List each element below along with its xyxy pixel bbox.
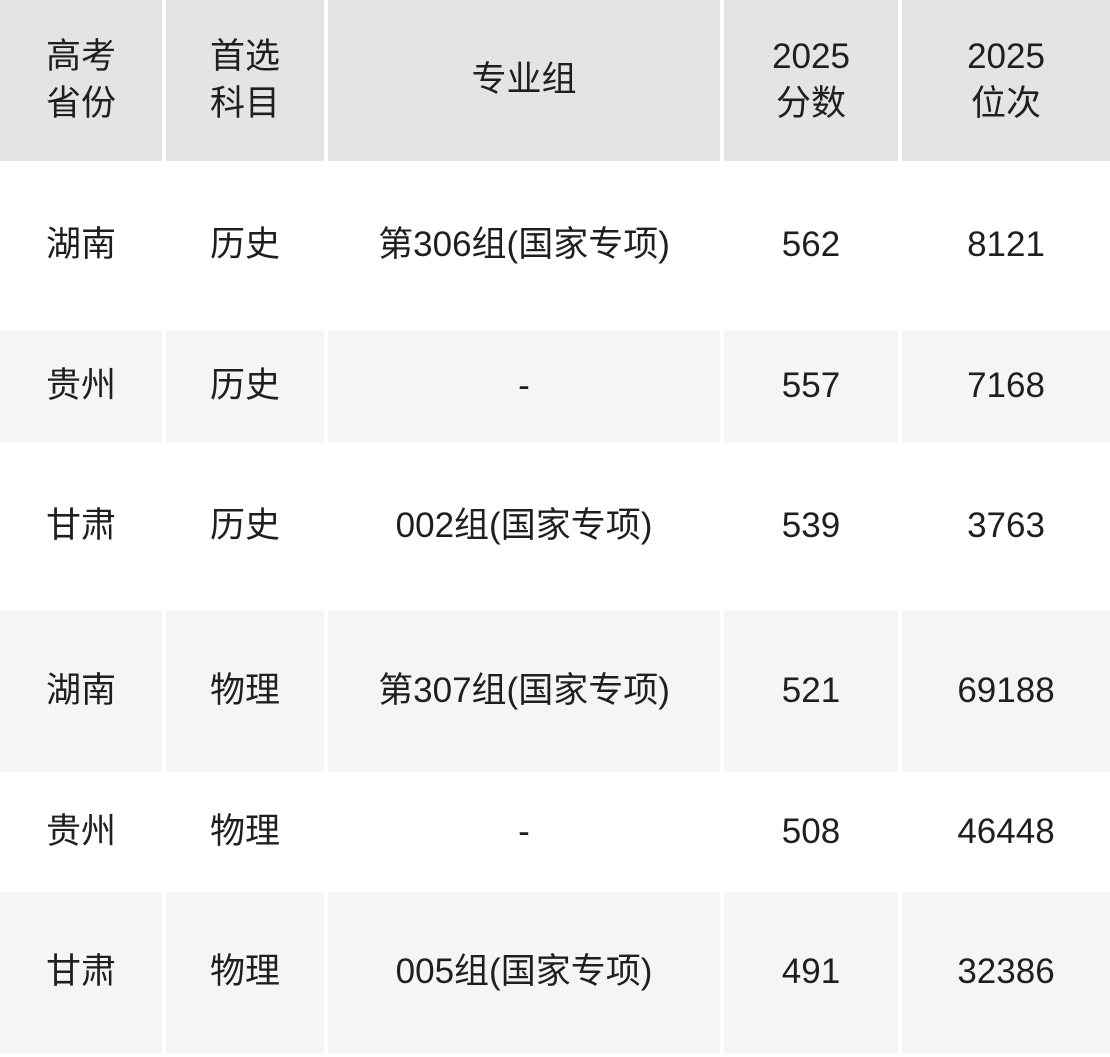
cell-rank: 3763 [902,446,1110,611]
table-row: 贵州 历史 - 557 7168 [0,330,1110,446]
column-header-subject: 首选 科目 [166,0,328,165]
cell-province: 贵州 [0,776,166,892]
cell-rank: 7168 [902,330,1110,446]
cell-subject: 物理 [166,776,328,892]
column-header-province: 高考 省份 [0,0,166,165]
table-row: 湖南 历史 第306组(国家专项) 562 8121 [0,165,1110,330]
cell-rank: 69188 [902,611,1110,776]
cell-group: 002组(国家专项) [328,446,724,611]
cell-score: 557 [724,330,902,446]
cell-subject: 物理 [166,892,328,1057]
table-row: 甘肃 历史 002组(国家专项) 539 3763 [0,446,1110,611]
cell-group: - [328,330,724,446]
cell-score: 562 [724,165,902,330]
cell-province: 甘肃 [0,892,166,1057]
cell-score: 508 [724,776,902,892]
column-header-rank-line-1: 2025 [967,37,1045,77]
cell-group: - [328,776,724,892]
column-header-group: 专业组 [328,0,724,165]
cell-group: 第306组(国家专项) [328,165,724,330]
column-header-rank-line-2: 位次 [970,83,1041,123]
cell-rank: 8121 [902,165,1110,330]
column-header-group-line-1: 专业组 [471,60,577,100]
cell-rank: 46448 [902,776,1110,892]
table-row: 贵州 物理 - 508 46448 [0,776,1110,892]
cell-province: 湖南 [0,165,166,330]
cell-subject: 物理 [166,611,328,776]
cell-subject: 历史 [166,165,328,330]
cell-group: 第307组(国家专项) [328,611,724,776]
cell-score: 539 [724,446,902,611]
column-header-subject-line-1: 首选 [209,37,280,77]
cell-province: 湖南 [0,611,166,776]
column-header-province-line-1: 高考 [45,37,116,77]
column-header-rank: 2025 位次 [902,0,1110,165]
column-header-score: 2025 分数 [724,0,902,165]
table-row: 甘肃 物理 005组(国家专项) 491 32386 [0,892,1110,1057]
table-header: 高考 省份 首选 科目 专业组 2025 分数 2025 位次 [0,0,1110,165]
cell-rank: 32386 [902,892,1110,1057]
cell-group: 005组(国家专项) [328,892,724,1057]
cell-subject: 历史 [166,446,328,611]
column-header-score-line-2: 分数 [775,83,846,123]
column-header-subject-line-2: 科目 [209,83,280,123]
cell-subject: 历史 [166,330,328,446]
column-header-score-line-1: 2025 [772,37,850,77]
cell-score: 491 [724,892,902,1057]
cell-province: 甘肃 [0,446,166,611]
table-row: 湖南 物理 第307组(国家专项) 521 69188 [0,611,1110,776]
column-header-province-line-2: 省份 [45,83,116,123]
cell-score: 521 [724,611,902,776]
table-body: 湖南 历史 第306组(国家专项) 562 8121 贵州 历史 - 557 7… [0,165,1110,1057]
cell-province: 贵州 [0,330,166,446]
table-header-row: 高考 省份 首选 科目 专业组 2025 分数 2025 位次 [0,0,1110,165]
